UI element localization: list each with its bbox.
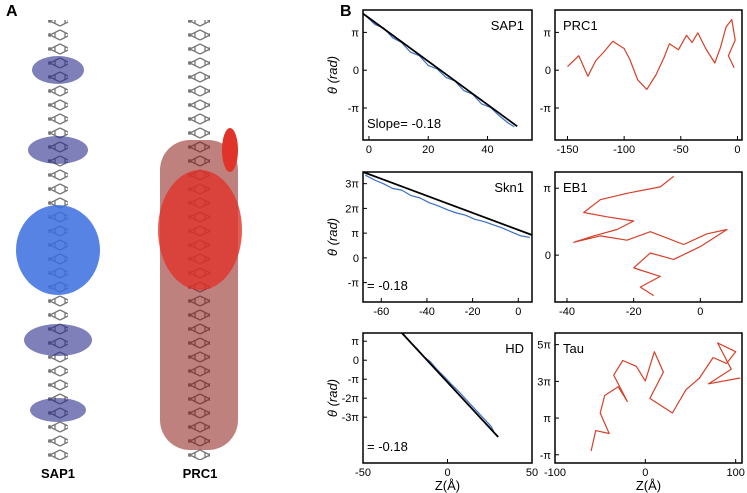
x-tick-label: -100 bbox=[544, 467, 566, 479]
plot-frame bbox=[554, 9, 743, 141]
y-tick-label: 0 bbox=[353, 65, 359, 77]
y-tick-label: 0 bbox=[353, 253, 359, 265]
y-tick-label: -π bbox=[348, 374, 360, 386]
plot-area bbox=[590, 342, 741, 452]
y-tick-label: π bbox=[543, 413, 551, 425]
panel-label: B bbox=[340, 3, 352, 20]
y-axis-label: θ (rad) bbox=[325, 56, 340, 94]
x-tick-label: 0 bbox=[444, 467, 450, 479]
x-tick-label: -40 bbox=[419, 306, 435, 318]
plot-area bbox=[363, 12, 518, 128]
plot-frame bbox=[554, 171, 743, 303]
trajectory bbox=[590, 342, 741, 452]
y-tick-label: 2π bbox=[345, 203, 359, 215]
x-tick-label: -40 bbox=[559, 306, 575, 318]
fit-line bbox=[363, 172, 532, 236]
x-tick-label: 0 bbox=[366, 144, 372, 156]
y-tick-label: 0 bbox=[545, 250, 551, 262]
y-tick-label: -π bbox=[348, 103, 360, 115]
y-tick-label: -π bbox=[348, 278, 360, 290]
y-axis-label: θ (rad) bbox=[325, 218, 340, 256]
plot-frame bbox=[554, 332, 743, 464]
panel-label: A bbox=[6, 3, 18, 20]
slope-annotation: Slope= -0.18 bbox=[367, 116, 441, 131]
x-tick-label: -100 bbox=[613, 144, 635, 156]
y-tick-label: 0 bbox=[353, 355, 359, 367]
x-tick-label: 0 bbox=[697, 306, 703, 318]
y-tick-label: π bbox=[351, 228, 359, 240]
plot-frame bbox=[362, 171, 533, 303]
y-axis-label: θ (rad) bbox=[325, 379, 340, 417]
x-tick-label: -50 bbox=[355, 467, 371, 479]
plot-title: SAP1 bbox=[491, 18, 524, 33]
y-tick-label: π bbox=[543, 183, 551, 195]
x-tick-label: 0 bbox=[734, 144, 740, 156]
plot-area bbox=[573, 175, 728, 297]
y-tick-label: 3π bbox=[537, 376, 551, 388]
slope-annotation: = -0.18 bbox=[367, 278, 408, 293]
prc1-structure bbox=[158, 20, 242, 460]
structure-caption: SAP1 bbox=[41, 466, 75, 481]
plot-title: HD bbox=[505, 341, 524, 356]
y-tick-label: 3π bbox=[345, 179, 359, 191]
y-tick-label: π bbox=[543, 27, 551, 39]
plot-frame bbox=[362, 9, 533, 141]
x-tick-label: 0 bbox=[642, 467, 648, 479]
x-tick-label: -60 bbox=[373, 306, 389, 318]
x-tick-label: -150 bbox=[556, 144, 578, 156]
plot-area bbox=[567, 19, 736, 90]
x-tick-label: -20 bbox=[626, 306, 642, 318]
fit-line bbox=[401, 333, 499, 438]
plot-area bbox=[363, 172, 532, 238]
fit-line bbox=[363, 12, 518, 128]
y-tick-label: -π bbox=[540, 450, 552, 462]
y-tick-label: -2π bbox=[342, 393, 360, 405]
trajectory bbox=[567, 19, 736, 90]
y-tick-label: π bbox=[351, 336, 359, 348]
y-tick-label: -3π bbox=[342, 412, 360, 424]
sap1-structure bbox=[16, 20, 100, 460]
x-axis-label: Z(Å) bbox=[435, 478, 460, 493]
y-tick-label: -π bbox=[540, 103, 552, 115]
y-tick-label: π bbox=[351, 27, 359, 39]
structure-caption: PRC1 bbox=[183, 466, 218, 481]
x-tick-label: -20 bbox=[465, 306, 481, 318]
trajectory bbox=[573, 175, 728, 297]
x-tick-label: 100 bbox=[726, 467, 744, 479]
plot-title: PRC1 bbox=[563, 18, 598, 33]
plot-area bbox=[401, 333, 499, 438]
y-tick-label: 5π bbox=[537, 340, 551, 352]
slope-annotation: = -0.18 bbox=[367, 439, 408, 454]
x-tick-label: -50 bbox=[673, 144, 689, 156]
y-tick-label: 0 bbox=[545, 65, 551, 77]
x-axis-label: Z(Å) bbox=[636, 478, 661, 493]
x-tick-label: 0 bbox=[515, 306, 521, 318]
plot-title: EB1 bbox=[563, 180, 588, 195]
plot-title: Tau bbox=[563, 341, 584, 356]
plot-title: Skn1 bbox=[494, 180, 524, 195]
x-tick-label: 50 bbox=[526, 467, 538, 479]
x-tick-label: 40 bbox=[481, 144, 493, 156]
trajectory bbox=[365, 174, 530, 238]
x-tick-label: 20 bbox=[422, 144, 434, 156]
